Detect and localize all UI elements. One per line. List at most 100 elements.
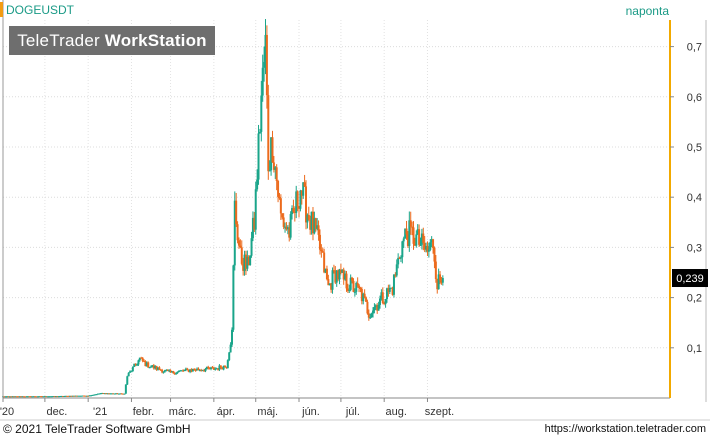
candle-body — [191, 368, 194, 372]
candle-body — [275, 167, 278, 182]
candle-body — [28, 396, 31, 398]
y-tick-label: 0,7 — [687, 42, 702, 54]
y-tick-label: 0,3 — [687, 242, 702, 254]
candle-body — [246, 256, 249, 269]
x-axis-tick-labels: '20 dec. '21 febr. márc. ápr. máj. jún. júl. aug.… — [0, 406, 454, 418]
candle-body — [409, 220, 412, 227]
symbol-label[interactable]: DOGEUSDT — [6, 3, 75, 17]
candle-body — [420, 233, 423, 245]
candle-body — [17, 396, 20, 398]
candle-body — [92, 394, 95, 396]
candle-body — [80, 395, 83, 397]
plot-frame — [0, 0, 710, 421]
candle-body — [214, 368, 217, 370]
candle-body — [395, 264, 398, 276]
candle-body — [109, 393, 112, 395]
candle-body — [229, 344, 232, 353]
candle-body — [158, 367, 161, 370]
candle-body — [67, 395, 70, 397]
candle-body — [127, 372, 130, 377]
candle-body — [172, 371, 175, 374]
candle-body — [180, 370, 183, 372]
last-value-marker: 0,239 — [672, 269, 708, 288]
candle-body — [239, 245, 242, 248]
candle-body — [257, 133, 260, 180]
candle-body — [110, 393, 113, 395]
candle-body — [394, 274, 397, 276]
candle-body — [14, 396, 17, 398]
candle-body — [345, 273, 348, 289]
candle-body — [76, 395, 79, 397]
candle-body — [256, 179, 259, 190]
candle-body — [108, 393, 111, 395]
candle-body — [179, 370, 182, 372]
candle-body — [369, 317, 372, 319]
candle-body — [88, 395, 91, 397]
candle-body — [440, 280, 443, 283]
candle-body — [84, 395, 87, 397]
candle-body — [425, 246, 428, 250]
candle-body — [230, 329, 233, 345]
y-axis-tick-labels: 0,1 0,2 0,3 0,4 0,5 0,6 0,7 — [670, 42, 702, 355]
candle-body — [303, 182, 306, 187]
candle-body — [427, 249, 430, 252]
candle-body — [168, 370, 171, 372]
candle-body — [36, 396, 39, 398]
candle-body — [53, 396, 56, 398]
candle-body — [8, 396, 11, 398]
candle-body — [412, 227, 415, 244]
candle-body — [21, 396, 24, 398]
candle-body — [281, 213, 284, 218]
candle-body — [193, 368, 196, 370]
last-value-box — [672, 269, 708, 288]
candle-body — [353, 291, 356, 293]
candle-body — [422, 233, 425, 243]
candle-body — [384, 299, 387, 305]
candle-body — [166, 370, 169, 372]
candle-body — [295, 191, 298, 213]
source-url[interactable]: https://workstation.teletrader.com — [544, 423, 706, 435]
candle-body — [120, 393, 123, 395]
candle-body — [317, 225, 320, 235]
candle-body — [244, 254, 247, 269]
candlestick-series — [2, 19, 444, 398]
candle-body — [251, 217, 254, 239]
x-tick-label: jún. — [301, 406, 320, 418]
interval-label[interactable]: naponta — [625, 4, 669, 18]
candle-body — [55, 396, 58, 398]
candle-body — [134, 363, 137, 365]
candle-body — [198, 370, 201, 372]
candle-body — [282, 217, 285, 227]
candle-body — [204, 369, 207, 372]
candle-body — [309, 219, 312, 230]
candle-body — [70, 395, 73, 397]
candle-body — [194, 369, 197, 371]
candle-body — [293, 211, 296, 213]
candle-body — [271, 137, 274, 163]
candle-body — [320, 249, 323, 252]
candle-body — [82, 395, 85, 397]
candle-body — [15, 396, 18, 398]
candle-body — [323, 252, 326, 273]
candle-body — [50, 396, 53, 398]
candle-body — [34, 396, 37, 398]
candle-body — [129, 371, 132, 373]
candle-body — [243, 254, 246, 271]
candle-body — [136, 364, 139, 366]
candle-body — [390, 287, 393, 289]
candle-body — [141, 357, 144, 361]
candle-body — [145, 362, 148, 367]
candle-body — [253, 217, 256, 230]
candle-body — [366, 301, 369, 314]
candle-body — [6, 396, 9, 398]
candle-body — [190, 369, 193, 372]
candle-body — [397, 257, 400, 265]
candle-body — [270, 137, 273, 171]
candle-body — [404, 228, 407, 239]
candle-body — [24, 396, 27, 398]
candle-body — [64, 395, 67, 397]
candle-body — [380, 292, 383, 299]
candle-body — [411, 226, 414, 228]
candle-body — [344, 273, 347, 280]
candle-body — [74, 395, 77, 397]
